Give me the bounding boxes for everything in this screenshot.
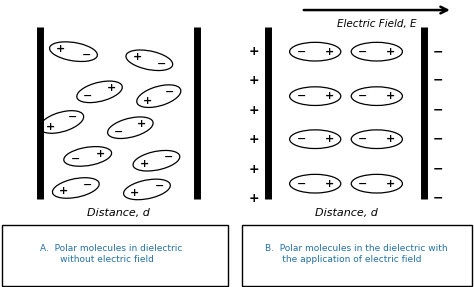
Text: Distance, d: Distance, d: [87, 208, 150, 218]
Text: +: +: [143, 96, 153, 106]
Text: −: −: [358, 134, 368, 144]
FancyBboxPatch shape: [2, 225, 228, 286]
Text: −: −: [297, 179, 306, 189]
Text: +: +: [46, 122, 55, 132]
Text: +: +: [324, 91, 334, 101]
Text: −: −: [297, 47, 306, 57]
Text: −: −: [114, 127, 123, 137]
Text: −: −: [157, 59, 166, 69]
Text: −: −: [83, 180, 93, 189]
Text: +: +: [386, 134, 395, 144]
Text: −: −: [165, 86, 174, 96]
Text: −: −: [297, 134, 306, 144]
Text: +: +: [248, 104, 259, 117]
Text: +: +: [248, 74, 259, 87]
Text: −: −: [155, 181, 164, 191]
Text: −: −: [433, 104, 444, 117]
Text: +: +: [56, 44, 65, 54]
Text: −: −: [358, 179, 368, 189]
Text: +: +: [137, 119, 146, 129]
FancyBboxPatch shape: [242, 225, 472, 286]
Text: +: +: [133, 52, 142, 62]
Text: −: −: [70, 154, 80, 164]
Text: +: +: [386, 91, 395, 101]
Text: −: −: [358, 47, 368, 57]
Text: −: −: [297, 91, 306, 101]
Text: +: +: [140, 159, 149, 169]
Text: +: +: [130, 188, 139, 198]
Text: +: +: [59, 187, 68, 196]
Text: +: +: [248, 163, 259, 176]
Text: Distance, d: Distance, d: [315, 208, 377, 218]
Text: +: +: [324, 179, 334, 189]
Text: B.  Polar molecules in the dielectric with
      the application of electric fie: B. Polar molecules in the dielectric wit…: [265, 244, 448, 264]
Text: −: −: [164, 152, 173, 162]
Text: −: −: [433, 163, 444, 176]
Text: +: +: [107, 83, 116, 93]
Text: −: −: [433, 74, 444, 87]
Text: −: −: [68, 112, 77, 122]
Text: −: −: [82, 49, 91, 59]
Text: +: +: [324, 47, 334, 57]
Text: +: +: [248, 133, 259, 146]
Text: +: +: [96, 149, 105, 159]
Text: +: +: [248, 45, 259, 58]
Text: +: +: [386, 179, 395, 189]
Text: +: +: [324, 134, 334, 144]
Text: +: +: [248, 191, 259, 205]
Text: Electric Field, E: Electric Field, E: [337, 19, 417, 29]
Text: −: −: [433, 133, 444, 146]
Text: −: −: [433, 45, 444, 58]
Text: −: −: [433, 191, 444, 205]
Text: A.  Polar molecules in dielectric
       without electric field: A. Polar molecules in dielectric without…: [40, 244, 182, 264]
Text: −: −: [83, 91, 92, 101]
Text: +: +: [386, 47, 395, 57]
Text: −: −: [358, 91, 368, 101]
